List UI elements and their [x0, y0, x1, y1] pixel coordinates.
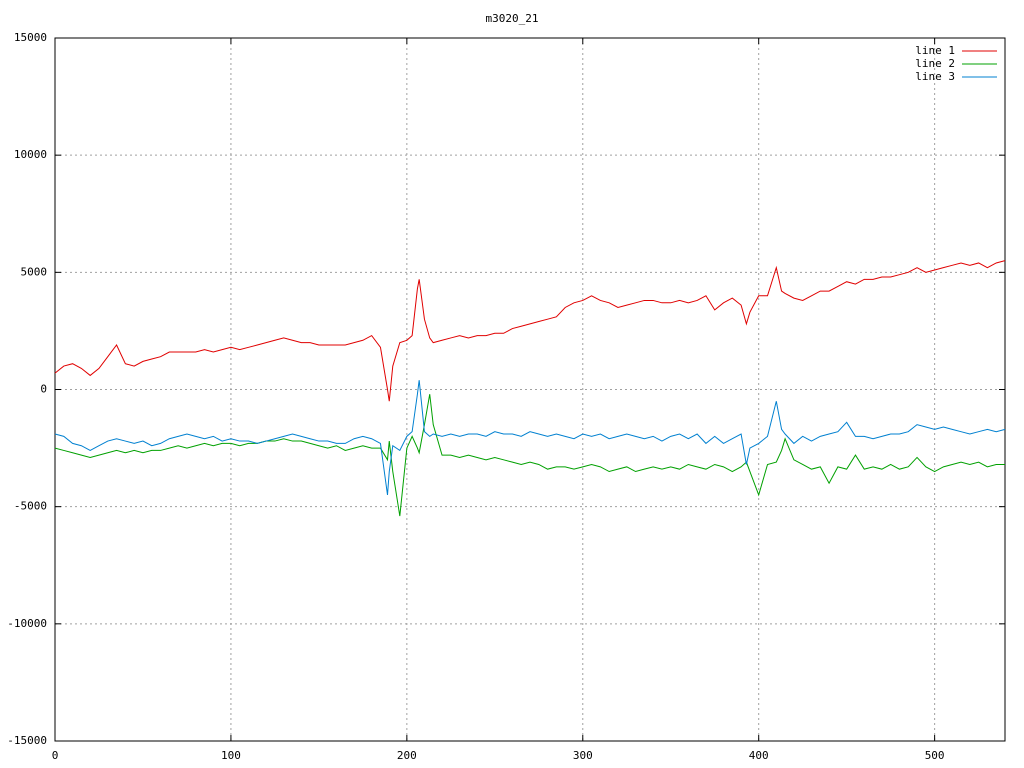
- y-tick-label: -15000: [7, 734, 47, 747]
- x-tick-label: 100: [221, 749, 241, 762]
- x-tick-label: 200: [397, 749, 417, 762]
- x-tick-label: 0: [52, 749, 59, 762]
- x-tick-label: 300: [573, 749, 593, 762]
- x-tick-label: 500: [925, 749, 945, 762]
- y-tick-label: 5000: [21, 265, 48, 278]
- y-tick-label: -5000: [14, 500, 47, 513]
- legend-label: line 3: [915, 70, 955, 83]
- plot-border: [54, 37, 1006, 742]
- data-line: [54, 394, 1005, 517]
- y-tick-label: 0: [40, 383, 47, 396]
- data-line: [54, 380, 1006, 496]
- x-tick-label: 400: [749, 749, 769, 762]
- legend-label: line 1: [915, 44, 955, 57]
- chart-title: m3020_21: [486, 12, 539, 25]
- y-tick-label: 10000: [14, 148, 47, 161]
- legend-label: line 2: [915, 57, 955, 70]
- data-line: [54, 260, 1006, 402]
- y-tick-label: -10000: [7, 617, 47, 630]
- y-tick-label: 15000: [14, 31, 47, 44]
